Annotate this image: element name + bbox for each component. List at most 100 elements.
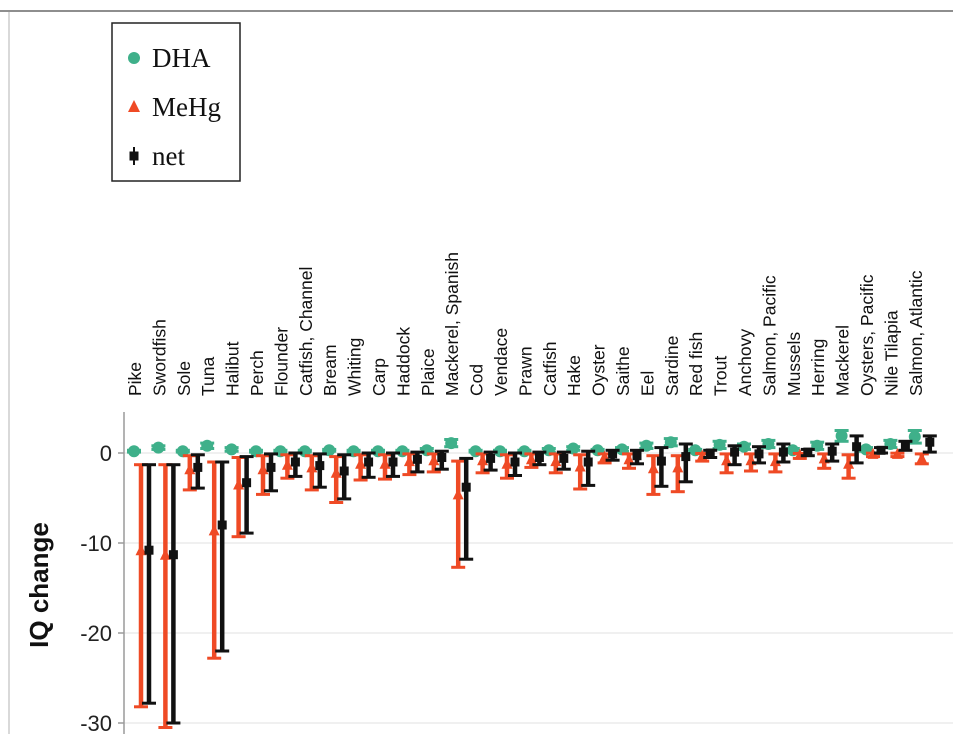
net-point: [361, 451, 376, 479]
mehg-point: [866, 447, 880, 459]
mehg-marker: [135, 544, 147, 556]
net-marker: [486, 453, 496, 463]
category-label: Catfish: [540, 342, 560, 396]
dha-marker: [445, 437, 458, 450]
category-label: Mackerel: [833, 325, 853, 396]
dha-point: [737, 440, 751, 453]
mehg-marker: [379, 457, 391, 469]
mehg-marker: [281, 458, 293, 470]
net-point: [654, 446, 669, 488]
legend-mehg-marker: [128, 100, 140, 112]
dha-marker: [201, 439, 214, 452]
dha-point: [200, 439, 215, 452]
category-label: Haddock: [393, 327, 413, 396]
category-label: Plaice: [418, 348, 438, 396]
y-axis-label: IQ change: [24, 522, 54, 648]
category-label: Prawn: [515, 346, 535, 396]
net-point: [264, 452, 278, 493]
net-point: [776, 442, 791, 464]
mehg-point: [646, 454, 661, 496]
category-label: Bream: [320, 344, 340, 396]
mehg-marker: [159, 548, 171, 560]
net-point: [800, 447, 815, 458]
net-point: [459, 456, 474, 561]
dha-marker: [518, 445, 531, 458]
dha-point: [712, 438, 727, 451]
dha-point: [444, 437, 459, 450]
net-point: [581, 449, 596, 487]
mehg-marker: [208, 524, 220, 536]
category-label: Nile Tilapia: [881, 310, 901, 396]
mehg-marker: [867, 447, 879, 459]
net-marker: [412, 454, 422, 464]
net-point: [142, 463, 156, 705]
category-label: Oysters, Pacific: [857, 274, 877, 396]
mehg-marker: [477, 454, 489, 466]
dha-point: [639, 439, 654, 452]
net-point: [337, 453, 352, 501]
net-point: [386, 451, 400, 478]
dha-marker: [738, 440, 750, 453]
net-marker: [583, 457, 593, 467]
dha-marker: [128, 445, 140, 458]
net-point: [239, 455, 254, 535]
net-point: [605, 448, 620, 462]
mehg-point: [231, 456, 246, 539]
net-marker: [168, 550, 178, 560]
mehg-point: [841, 453, 856, 480]
net-point: [508, 451, 522, 477]
net-marker: [510, 457, 520, 467]
mehg-point: [378, 453, 392, 481]
mehg-point: [500, 453, 514, 480]
net-marker: [559, 453, 569, 463]
net-marker: [144, 545, 154, 555]
y-axis: 0 -10 -20 -30: [80, 412, 125, 734]
net-marker: [754, 449, 764, 459]
dha-marker: [713, 438, 726, 451]
dha-point: [688, 444, 703, 457]
mehg-point: [280, 453, 295, 480]
net-marker: [632, 451, 642, 461]
net-point: [288, 451, 303, 478]
category-label: Halibut: [223, 341, 243, 396]
mehg-marker: [916, 452, 928, 464]
y-tick-label: -30: [80, 711, 112, 734]
dha-marker: [469, 445, 482, 458]
legend-label: MeHg: [152, 92, 221, 122]
category-label: Whiting: [345, 338, 365, 396]
mehg-marker: [721, 454, 733, 466]
mehg-marker: [257, 463, 269, 475]
category-label: Tuna: [198, 356, 218, 396]
category-label: Mackerel, Spanish: [442, 252, 462, 396]
mehg-marker: [306, 461, 318, 473]
net-marker: [217, 520, 227, 530]
dha-point: [907, 429, 922, 445]
y-tick-label: 0: [100, 441, 112, 466]
category-label: Flounder: [271, 327, 291, 396]
category-label: Vendace: [491, 328, 511, 396]
net-marker: [900, 440, 910, 450]
net-marker: [730, 447, 740, 457]
mehg-point: [329, 455, 344, 504]
mehg-point: [207, 460, 222, 660]
mehg-point: [256, 454, 270, 496]
window-left-border: [8, 12, 10, 734]
category-label: Red fish: [686, 332, 706, 396]
mehg-marker: [355, 457, 367, 469]
category-labels: Pike Swordfish Sole Tuna Halibut Perch Flounde…: [125, 252, 926, 396]
net-point: [215, 460, 230, 653]
mehg-point: [353, 453, 368, 482]
category-label: Carp: [369, 358, 389, 396]
dha-point: [224, 443, 239, 456]
legend-label: DHA: [152, 43, 211, 73]
net-point: [874, 445, 888, 455]
net-marker: [608, 449, 618, 459]
net-marker: [315, 461, 325, 471]
category-label: Sardine: [662, 336, 682, 396]
net-point: [752, 445, 766, 465]
legend: DHA MeHg net: [111, 22, 241, 182]
mehg-marker: [891, 447, 903, 459]
net-point: [556, 450, 571, 471]
net-point: [898, 439, 913, 452]
